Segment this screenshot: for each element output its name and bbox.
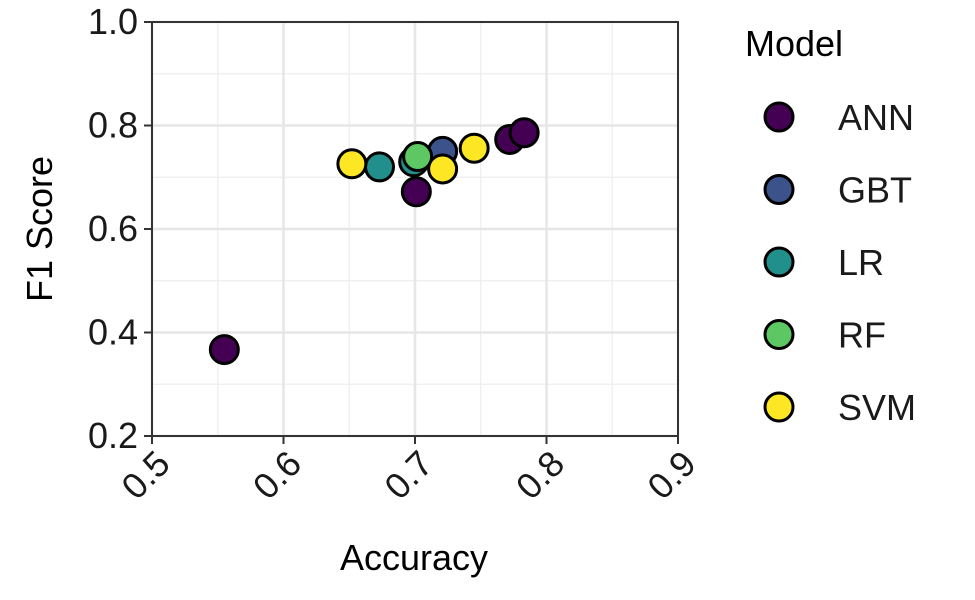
y-tick-label: 0.4 (88, 312, 138, 353)
legend: Model ANN GBT LR RF SVM (745, 23, 916, 428)
y-tick-label: 1.0 (88, 1, 138, 42)
legend-label-rf: RF (838, 315, 886, 356)
point-svm (336, 148, 368, 180)
legend-key-gbt (763, 174, 795, 205)
legend-label-svm: SVM (838, 387, 916, 428)
point-lr (363, 151, 395, 183)
x-tick-label: 0.8 (508, 443, 572, 507)
x-tick-label: 0.7 (376, 443, 440, 507)
data-points (208, 117, 540, 366)
legend-key-ann (763, 101, 795, 133)
y-tick-label: 0.2 (88, 415, 138, 456)
grid (150, 20, 680, 438)
y-tick-label: 0.6 (88, 208, 138, 249)
legend-title: Model (745, 23, 843, 64)
point-svm (427, 153, 459, 185)
point-rf (402, 141, 434, 173)
legend-key-rf (763, 319, 795, 350)
point-ann (400, 176, 432, 208)
legend-label-lr: LR (838, 242, 884, 283)
legend-label-gbt: GBT (838, 170, 912, 211)
point-ann (208, 334, 240, 366)
legend-key-lr (763, 246, 795, 278)
point-ann (508, 117, 540, 149)
x-tick-label: 0.9 (639, 443, 703, 507)
point-svm (458, 132, 490, 164)
y-tick-label: 0.8 (88, 105, 138, 146)
x-tick-label: 0.6 (245, 443, 309, 507)
legend-label-ann: ANN (838, 97, 914, 138)
axis-ticks: 0.5 0.6 0.7 0.8 0.90.20.40.60.81.0 (88, 1, 704, 507)
y-axis-title: F1 Score (19, 156, 60, 302)
legend-key-svm (763, 391, 795, 423)
x-axis-title: Accuracy (340, 537, 488, 578)
